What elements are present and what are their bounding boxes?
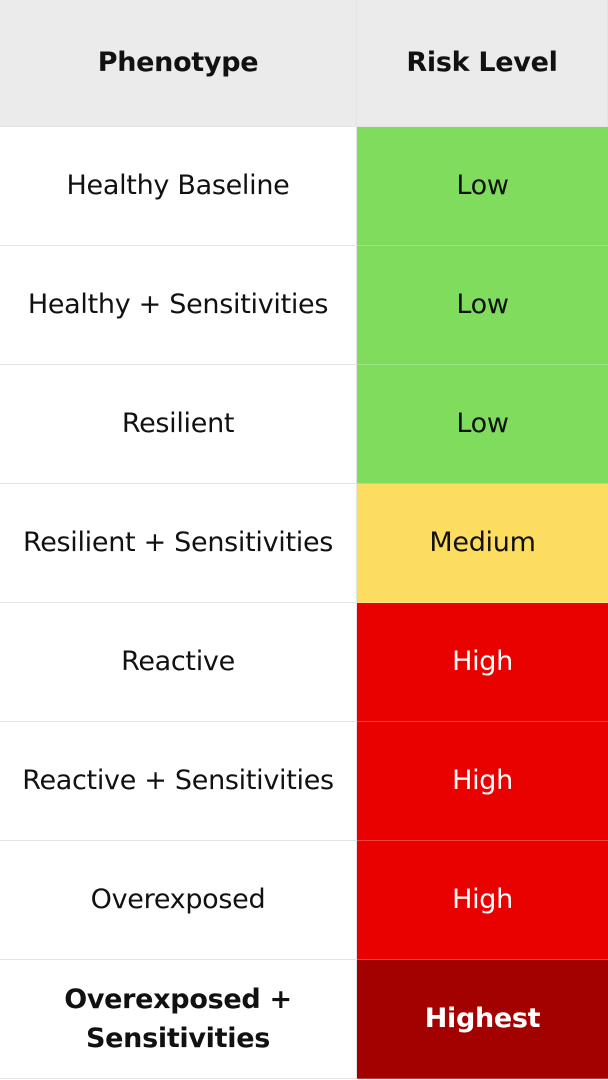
risk-cell: Medium xyxy=(357,484,608,603)
phenotype-cell: Overexposed + Sensitivities xyxy=(0,960,357,1079)
risk-cell: Highest xyxy=(357,960,608,1079)
risk-cell: High xyxy=(357,722,608,841)
phenotype-cell: Overexposed xyxy=(0,841,357,960)
header-cell: Phenotype xyxy=(0,0,357,127)
phenotype-cell: Healthy + Sensitivities xyxy=(0,246,357,365)
phenotype-cell: Reactive xyxy=(0,603,357,722)
phenotype-cell: Healthy Baseline xyxy=(0,127,357,246)
risk-cell: Low xyxy=(357,365,608,484)
risk-cell: Low xyxy=(357,246,608,365)
phenotype-cell: Resilient xyxy=(0,365,357,484)
phenotype-cell: Reactive + Sensitivities xyxy=(0,722,357,841)
header-cell: Risk Level xyxy=(357,0,608,127)
phenotype-cell: Resilient + Sensitivities xyxy=(0,484,357,603)
risk-cell: High xyxy=(357,841,608,960)
risk-cell: Low xyxy=(357,127,608,246)
risk-cell: High xyxy=(357,603,608,722)
